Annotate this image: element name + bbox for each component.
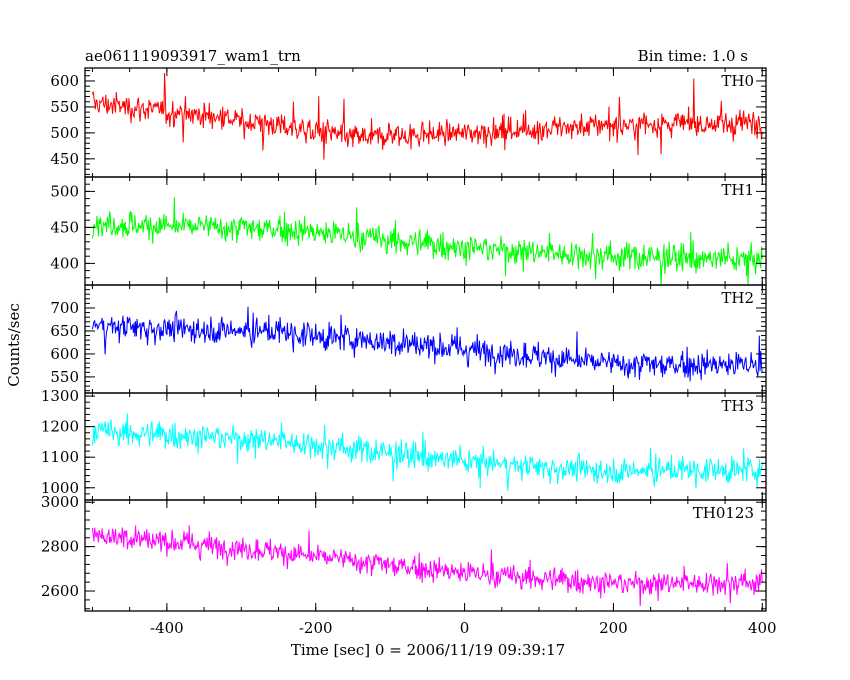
- y-tick-label: 600: [50, 345, 79, 363]
- panels-group: 450 500 550 600 TH0 400 450 500 TH1 550 600 650 700 T…: [41, 67, 777, 637]
- panel-label-th0: TH0: [721, 72, 754, 90]
- x-tick-label: -400: [150, 619, 184, 637]
- series-line-th0: [91, 72, 763, 160]
- y-tick-label: 1300: [41, 387, 79, 405]
- x-tick-label: -200: [299, 619, 333, 637]
- x-tick-label: 0: [460, 619, 470, 637]
- y-tick-label: 2600: [41, 582, 79, 600]
- y-tick-label: 400: [50, 254, 79, 272]
- panel-label-th1: TH1: [721, 181, 754, 199]
- panel-th1: 400 450 500 TH1: [50, 176, 767, 286]
- y-axis-label: Counts/sec: [5, 303, 23, 387]
- x-axis-label: Time [sec] 0 = 2006/11/19 09:39:17: [291, 641, 565, 659]
- y-tick-label: 1100: [41, 448, 79, 466]
- panel-frame: [84, 499, 767, 612]
- chart-subtitle: Bin time: 1.0 s: [638, 47, 748, 65]
- series-line-th1: [91, 197, 763, 285]
- y-tick-label: 450: [50, 150, 79, 168]
- x-tick-label: 400: [748, 619, 777, 637]
- series-line-th0123: [91, 525, 763, 607]
- panel-th3: 1000 1100 1200 1300 TH3: [41, 387, 767, 501]
- y-tick-label: 650: [50, 322, 79, 340]
- series-line-th2: [91, 306, 763, 382]
- x-tick-label: 200: [599, 619, 628, 637]
- y-tick-label: 3000: [41, 493, 79, 511]
- y-tick-label: 700: [50, 299, 79, 317]
- y-tick-label: 550: [50, 98, 79, 116]
- y-tick-label: 450: [50, 218, 79, 236]
- y-tick-label: 550: [50, 368, 79, 386]
- y-tick-label: 1200: [41, 418, 79, 436]
- panel-th2: 550 600 650 700 TH2: [50, 284, 767, 394]
- y-tick-label: 500: [50, 124, 79, 142]
- panel-frame: [84, 284, 767, 394]
- panel-th0: 450 500 550 600 TH0: [50, 67, 767, 178]
- panel-frame: [84, 67, 767, 178]
- panel-th0123: 2600 2800 3000 TH0123: [41, 493, 767, 612]
- chart-title: ae061119093917_wam1_trn: [85, 47, 301, 65]
- y-tick-label: 2800: [41, 538, 79, 556]
- series-line-th3: [91, 413, 763, 492]
- panel-label-th3: TH3: [721, 397, 754, 415]
- y-tick-label: 600: [50, 72, 79, 90]
- y-tick-label: 500: [50, 182, 79, 200]
- panel-label-th0123: TH0123: [693, 504, 754, 522]
- panel-frame: [84, 176, 767, 286]
- panel-label-th2: TH2: [721, 289, 754, 307]
- y-tick-label: 1000: [41, 479, 79, 497]
